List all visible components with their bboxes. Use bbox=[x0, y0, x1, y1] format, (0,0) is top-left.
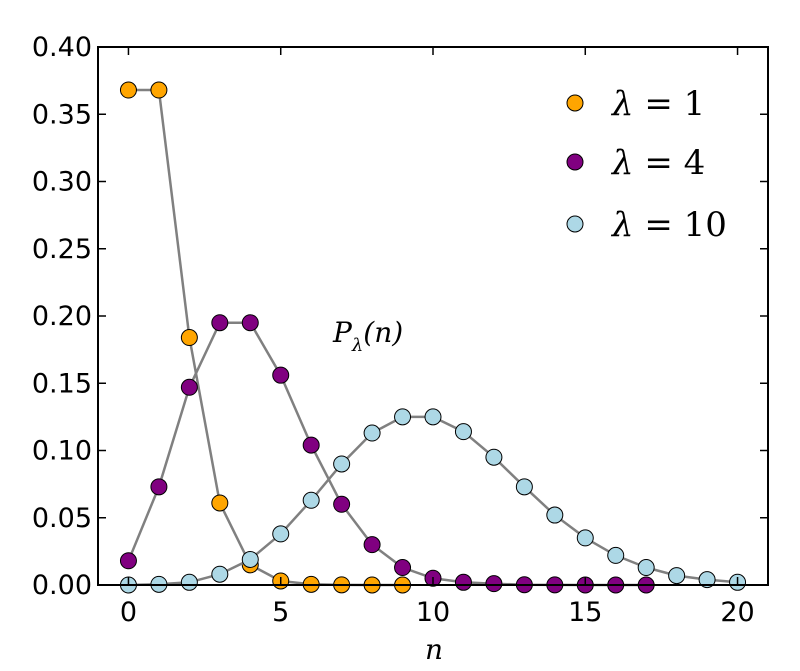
series-2 bbox=[119, 314, 655, 594]
series-3 bbox=[119, 408, 747, 594]
legend-value: = 10 bbox=[634, 205, 727, 245]
data-point bbox=[454, 423, 472, 441]
data-point bbox=[302, 491, 320, 509]
data-point bbox=[119, 552, 137, 570]
axes-layer: 0.00 0.05 0.10 0.15 0.20 0.25 0.30 0.35 0.40 0 5 10… bbox=[32, 32, 768, 628]
legend-label: λ = 4 bbox=[610, 143, 705, 183]
data-point bbox=[454, 573, 472, 591]
legend-label: λ = 10 bbox=[610, 205, 727, 245]
data-point bbox=[180, 378, 198, 396]
y-tick-label: 0.25 bbox=[32, 234, 92, 265]
annotation-base: P bbox=[332, 316, 353, 349]
legend-marker bbox=[566, 215, 584, 233]
data-point bbox=[211, 494, 229, 512]
data-point bbox=[211, 314, 229, 332]
data-point bbox=[333, 455, 351, 473]
data-point bbox=[241, 550, 259, 568]
y-tick-label: 0.40 bbox=[32, 32, 92, 63]
data-point bbox=[668, 567, 686, 585]
x-tick-label: 0 bbox=[120, 597, 137, 628]
data-point bbox=[272, 525, 290, 543]
legend-marker bbox=[566, 94, 584, 112]
data-point bbox=[424, 408, 442, 426]
y-tick-label: 0.10 bbox=[32, 436, 92, 467]
series-line bbox=[127, 321, 647, 587]
data-point bbox=[180, 573, 198, 591]
data-point bbox=[394, 408, 412, 426]
y-tick-label: 0.00 bbox=[32, 570, 92, 601]
legend: λ = 1λ = 4λ = 10 bbox=[566, 84, 727, 245]
data-point bbox=[363, 424, 381, 442]
x-axis-label: n bbox=[425, 633, 443, 666]
data-point bbox=[241, 314, 259, 332]
data-point bbox=[485, 575, 503, 593]
plot-frame bbox=[97, 46, 769, 586]
y-tick-label: 0.15 bbox=[32, 368, 92, 399]
y-tick-label: 0.35 bbox=[32, 99, 92, 130]
data-point bbox=[394, 559, 412, 577]
data-point bbox=[546, 506, 564, 524]
data-point bbox=[363, 536, 381, 554]
x-tick-label: 15 bbox=[568, 597, 602, 628]
data-point bbox=[607, 546, 625, 564]
y-tick-label: 0.20 bbox=[32, 301, 92, 332]
data-point bbox=[576, 529, 594, 547]
data-point bbox=[150, 478, 168, 496]
legend-symbol: λ bbox=[610, 205, 634, 245]
x-tick-label: 10 bbox=[416, 597, 450, 628]
legend-value: = 1 bbox=[634, 84, 706, 124]
data-point bbox=[637, 559, 655, 577]
y-tick-label: 0.30 bbox=[32, 167, 92, 198]
legend-value: = 4 bbox=[634, 143, 706, 183]
data-point bbox=[515, 478, 533, 496]
data-point bbox=[302, 436, 320, 454]
annotation-subscript: λ bbox=[351, 335, 363, 356]
data-point bbox=[180, 329, 198, 347]
data-point bbox=[698, 571, 716, 589]
data-point bbox=[333, 495, 351, 513]
data-point bbox=[150, 81, 168, 99]
legend-symbol: λ bbox=[610, 84, 634, 124]
data-point bbox=[485, 448, 503, 466]
x-tick-label: 20 bbox=[720, 597, 754, 628]
legend-symbol: λ bbox=[610, 143, 634, 183]
data-point bbox=[211, 565, 229, 583]
legend-marker bbox=[566, 153, 584, 171]
legend-label: λ = 1 bbox=[610, 84, 705, 124]
distribution-annotation: Pλ(n) bbox=[332, 316, 403, 356]
x-tick-label: 5 bbox=[272, 597, 289, 628]
series-layer bbox=[119, 81, 747, 594]
data-point bbox=[272, 366, 290, 384]
data-point bbox=[119, 81, 137, 99]
y-tick-label: 0.05 bbox=[32, 503, 92, 534]
annotation-tail: (n) bbox=[363, 316, 403, 349]
